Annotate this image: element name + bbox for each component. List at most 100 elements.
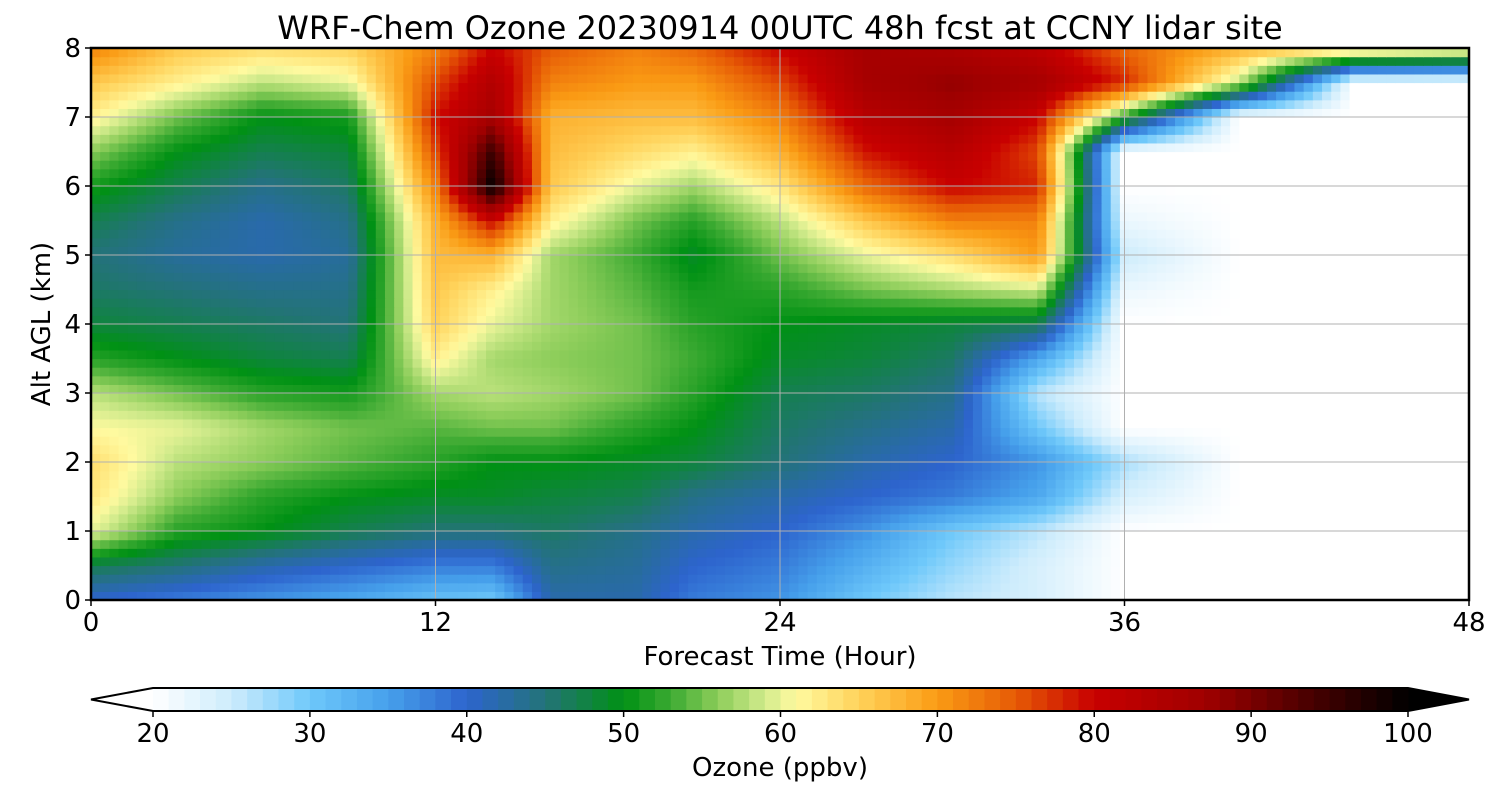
heatmap-cell [862,410,873,420]
heatmap-cell [1312,324,1323,334]
heatmap-cell [1423,479,1433,489]
heatmap-cell [798,479,809,489]
heatmap-cell [1092,401,1103,411]
heatmap-cell [302,496,313,506]
heatmap-cell [1386,496,1397,506]
heatmap-cell [1009,539,1020,549]
heatmap-cell [614,444,625,454]
heatmap-cell [155,539,166,549]
heatmap-cell [1377,324,1387,334]
heatmap-cell [761,487,772,498]
heatmap-cell [770,522,781,532]
heatmap-cell [403,315,414,325]
heatmap-cell [486,574,496,584]
heatmap-cell [1294,539,1305,549]
heatmap-cell [1064,341,1075,351]
heatmap-cell [1073,591,1084,600]
heatmap-cell [192,315,202,325]
heatmap-cell [136,332,147,342]
heatmap-cell [596,436,607,446]
heatmap-cell [972,393,983,403]
heatmap-cell [366,410,377,420]
heatmap-cell [513,462,524,472]
heatmap-cell [734,479,744,489]
heatmap-cell [1046,591,1057,600]
heatmap-cell [835,436,845,446]
heatmap-cell [146,401,156,411]
heatmap-cell [770,393,781,403]
heatmap-cell [761,444,772,454]
heatmap-cell [302,539,313,549]
heatmap-cell [825,401,836,411]
heatmap-cell [678,470,689,480]
heatmap-cell [1092,582,1103,592]
heatmap-cell [1386,349,1397,360]
heatmap-cell [384,522,395,532]
heatmap-cell [1303,513,1314,523]
heatmap-cell [1322,393,1332,403]
heatmap-cell [1331,410,1341,420]
heatmap-cell [917,539,928,549]
heatmap-cell [467,574,478,584]
heatmap-cell [1028,324,1038,334]
heatmap-cell [1432,349,1443,360]
heatmap-cell [265,582,276,592]
heatmap-cell [476,444,487,454]
heatmap-cell [467,462,478,472]
heatmap-cell [265,565,276,575]
heatmap-cell [1046,367,1057,377]
heatmap-cell [504,539,515,549]
heatmap-cell [899,513,910,523]
heatmap-cell [669,453,680,463]
heatmap-cell [871,591,882,600]
heatmap-cell [614,487,625,498]
heatmap-cell [1184,487,1195,498]
heatmap-cell [311,315,322,325]
heatmap-cell [1064,462,1075,472]
heatmap-cell [311,410,322,420]
heatmap-cell [403,556,414,567]
heatmap-cell [109,367,120,377]
heatmap-cell [366,367,377,377]
heatmap-cell [1028,332,1038,342]
heatmap-cell [926,436,937,446]
heatmap-cell [780,427,790,437]
heatmap-cell [587,436,597,446]
heatmap-cell [1340,436,1351,446]
heatmap-cell [633,470,643,480]
heatmap-cell [1009,496,1020,506]
heatmap-cell [623,505,634,515]
heatmap-cell [1129,453,1139,463]
heatmap-cell [1211,582,1222,592]
heatmap-cell [1257,418,1268,429]
heatmap-cell [908,548,919,558]
heatmap-cell [642,574,652,584]
heatmap-cell [1230,349,1240,360]
heatmap-cell [1441,401,1452,411]
heatmap-cell [302,427,313,437]
heatmap-cell [936,375,946,385]
heatmap-cell [954,513,965,523]
heatmap-cell [486,479,496,489]
heatmap-cell [173,453,184,463]
heatmap-cell [871,539,882,549]
heatmap-cell [972,453,983,463]
heatmap-cell [504,574,515,584]
heatmap-cell [770,427,781,437]
heatmap-cell [219,393,230,403]
heatmap-cell [1009,436,1020,446]
heatmap-cell [192,324,202,334]
heatmap-cell [871,513,882,523]
heatmap-cell [1055,341,1066,351]
heatmap-cell [752,367,763,377]
heatmap-cell [531,367,542,377]
heatmap-cell [1459,565,1469,575]
heatmap-cell [982,349,992,360]
heatmap-cell [1165,556,1176,567]
heatmap-cell [1358,384,1369,394]
heatmap-cell [1248,522,1259,532]
heatmap-cell [1073,393,1084,403]
heatmap-cell [476,332,487,342]
heatmap-cell [1322,548,1332,558]
heatmap-cell [706,393,717,403]
